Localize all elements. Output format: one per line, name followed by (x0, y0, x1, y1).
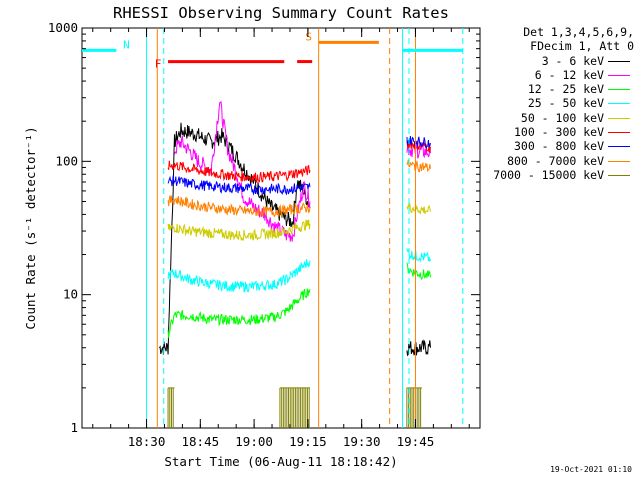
x-tick-label: 19:00 (235, 434, 273, 449)
x-tick-label: 19:30 (343, 434, 381, 449)
legend-header-line-1: Det 1,3,4,5,6,9, (523, 25, 634, 39)
state-label: F (155, 58, 162, 71)
x-tick-label: 19:45 (397, 434, 435, 449)
series-line (406, 203, 431, 215)
legend-entry: 25 - 50 keV (484, 96, 634, 110)
x-tick-label: 18:45 (182, 434, 220, 449)
legend-label: 12 - 25 keV (527, 82, 604, 97)
series-50-100-kev (167, 203, 431, 241)
y-tick-label: 100 (55, 153, 78, 168)
series-line (406, 248, 431, 263)
legend-label: 300 - 800 keV (513, 139, 604, 154)
series-line (406, 159, 431, 173)
legend-entry: 6 - 12 keV (484, 68, 634, 82)
series-line (406, 262, 431, 281)
plot-frame (81, 27, 481, 429)
legend-label: 100 - 300 keV (513, 125, 604, 140)
series-line (167, 175, 311, 197)
legend-swatch (608, 74, 630, 76)
y-tick-label: 1000 (48, 20, 78, 35)
legend-label: 6 - 12 keV (534, 67, 604, 82)
y-axis-label: Count Rate (s⁻¹ detector⁻¹) (23, 126, 38, 329)
series-line (406, 140, 431, 152)
series-12-25-kev (167, 262, 431, 339)
state-label: S (305, 30, 312, 43)
series-100-300-kev (167, 140, 431, 184)
x-axis-label: Start Time (06-Aug-11 18:18:42) (164, 454, 397, 469)
x-tick-label: 18:30 (128, 434, 166, 449)
legend-label: 7000 - 15000 keV (493, 167, 604, 182)
legend-entry: 800 - 7000 keV (484, 154, 634, 168)
series-line (167, 259, 311, 293)
legend-label: 50 - 100 keV (520, 110, 604, 125)
state-label: N (123, 38, 130, 51)
legend-swatch (608, 60, 630, 62)
series-800-7000-kev (167, 159, 431, 218)
series-7000-15000-kev (167, 387, 422, 428)
legend-entry: 7000 - 15000 keV (484, 168, 634, 182)
series-line (167, 160, 311, 184)
legend-swatch (608, 117, 630, 119)
legend-label: 25 - 50 keV (527, 96, 604, 111)
legend-entry: 100 - 300 keV (484, 125, 634, 139)
datestamp: 19-Oct-2021 01:10 (550, 465, 632, 474)
series-line (406, 339, 431, 357)
legend-swatch (608, 160, 630, 162)
legend-swatch (608, 174, 630, 176)
legend-entry: 12 - 25 keV (484, 82, 634, 96)
tick-layer: 1 10 100 1000 18:30 18:45 19:00 19:15 19:30 19:45 (48, 20, 480, 449)
series-25-50-kev (167, 248, 431, 293)
legend-entry: 3 - 6 keV (484, 54, 634, 68)
legend-swatch (608, 89, 630, 91)
legend-header-line-2: FDecim 1, Att 0 (530, 39, 634, 54)
y-tick-label: 10 (63, 287, 78, 302)
legend-label: 800 - 7000 keV (507, 153, 604, 168)
series-line (406, 135, 431, 149)
x-tick-label: 19:15 (289, 434, 327, 449)
legend-entry: 300 - 800 keV (484, 139, 634, 153)
chart-title: RHESSI Observing Summary Count Rates (113, 4, 449, 22)
series-line (167, 288, 311, 339)
legend: Det 1,3,4,5,6,9, FDecim 1, Att 0 3 - 6 k… (484, 25, 634, 182)
series-300-800-kev (167, 135, 431, 197)
series-layer (158, 100, 431, 428)
legend-swatch (608, 132, 630, 134)
legend-swatch (608, 103, 630, 105)
series-line (167, 195, 311, 218)
y-tick-label: 1 (70, 420, 78, 435)
legend-label: 3 - 6 keV (541, 53, 604, 68)
legend-entry: 50 - 100 keV (484, 111, 634, 125)
legend-rows: 3 - 6 keV 6 - 12 keV 12 - 25 keV 25 - 50 ke… (484, 54, 634, 183)
annotation-layer: N F S (82, 28, 464, 428)
legend-swatch (608, 146, 630, 148)
series-line (167, 219, 311, 241)
